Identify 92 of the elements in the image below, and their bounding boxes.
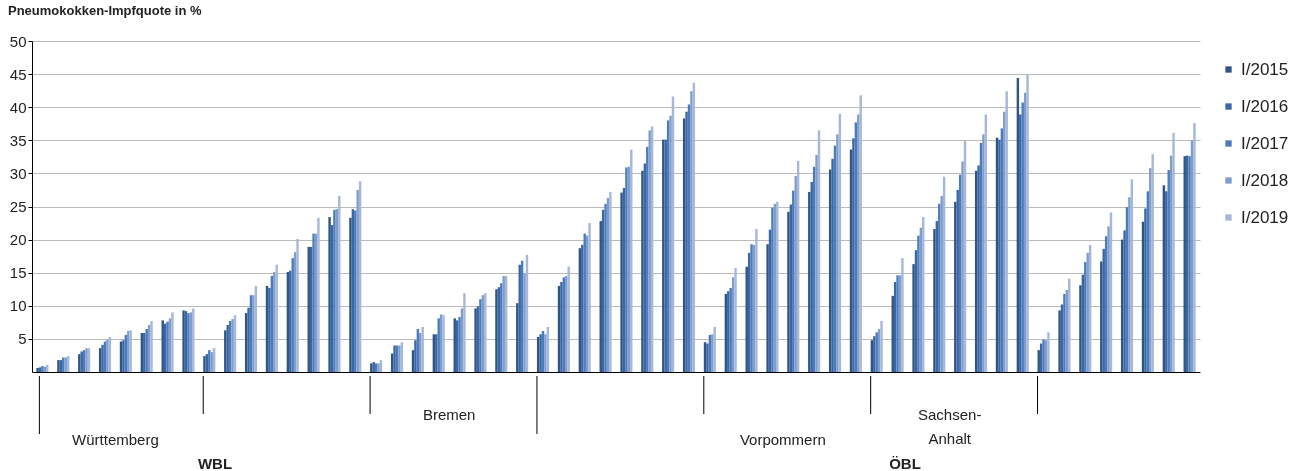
legend-label: I/2017 [1241,133,1289,153]
text: Württemberg [72,431,159,448]
bar [982,134,985,372]
bar [954,201,957,372]
bar [356,189,359,372]
bar [836,134,839,372]
bar [1193,123,1196,372]
y-tick-label: 35 [9,131,27,149]
bar [620,192,623,372]
bar [1026,74,1029,372]
bar [690,91,693,372]
bar [787,211,790,372]
bar [1079,285,1082,372]
y-tick-label: 15 [9,264,27,282]
bar [977,165,980,372]
bar [1165,191,1168,372]
bar [328,217,331,372]
bar [641,170,644,372]
bar [1086,252,1089,372]
bar [1063,293,1066,372]
bar [901,258,904,372]
bar [275,264,278,372]
y-tick-label: 30 [9,164,27,182]
bar [917,235,920,372]
bar [1005,91,1008,372]
legend-label: I/2018 [1241,170,1289,190]
bar [588,223,591,372]
bar [414,340,417,372]
bar [349,217,352,372]
bar [766,244,769,372]
bar [1019,114,1022,372]
y-tick-label: 25 [9,198,27,215]
bar [808,191,811,372]
y-tick-label: 45 [9,65,27,83]
bar [296,238,299,372]
bar [669,115,672,372]
bar [604,203,607,372]
text: WBL [197,455,233,471]
y-tick-label: 5 [18,330,27,348]
bar [523,273,526,372]
legend-label: I/2015 [1241,59,1289,79]
y-tick-label: 20 [9,231,27,249]
bar [1128,197,1131,372]
bar [912,264,915,372]
y-tick-label: 10 [9,297,27,315]
bar [831,158,834,372]
bar [171,312,174,372]
bar [567,266,570,372]
bar [516,303,519,372]
text: Vorpommern [739,431,826,448]
bar [581,244,584,372]
bar [1058,310,1061,372]
bar [609,191,612,372]
bar [794,176,797,372]
bar [815,154,818,372]
bar [1144,208,1147,372]
bar [852,138,855,372]
bar [873,336,876,372]
bar [755,229,758,372]
bar [463,293,466,372]
bar [150,321,153,372]
bar [544,334,547,372]
bar [1151,154,1154,372]
text: Bremen [422,406,476,423]
bar [961,161,964,372]
bar [560,281,563,372]
legend-label: I/2016 [1241,96,1289,116]
bar [247,307,250,372]
bar [771,207,774,372]
bar [859,95,862,372]
bar [940,195,943,372]
text: Sachsen-Anhalt [918,406,982,447]
bar [1100,261,1103,372]
bar [1107,226,1110,372]
bar [685,111,688,372]
bar [421,326,424,372]
chart-title: Pneumokokken-Impfquote in % [8,3,203,18]
bar [1047,332,1050,372]
legend-label: I/2019 [1241,207,1289,227]
bar [479,299,482,372]
bar [880,321,883,372]
bar [1172,133,1175,372]
bar [933,229,936,372]
bar [713,326,716,372]
y-tick-label: 40 [9,98,27,116]
bar [734,268,737,372]
bar [224,330,227,372]
bar [1123,230,1126,372]
y-tick-label: 50 [9,32,27,50]
text: ÖBL [889,455,921,471]
bar [648,130,651,372]
bar [317,217,320,372]
